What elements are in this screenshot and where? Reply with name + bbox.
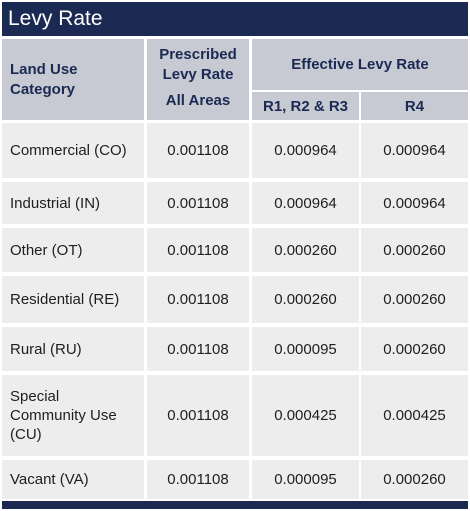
r4-rate-cell: 0.000425 bbox=[361, 375, 468, 456]
r4-rate-cell: 0.000260 bbox=[361, 228, 468, 272]
prescribed-rate-cell: 0.001108 bbox=[147, 276, 249, 323]
r4-rate-cell: 0.000964 bbox=[361, 123, 468, 178]
prescribed-rate-cell: 0.001108 bbox=[147, 228, 249, 272]
r1-r2-r3-rate-cell: 0.000095 bbox=[252, 327, 359, 371]
prescribed-rate-cell: 0.001108 bbox=[147, 123, 249, 178]
table-title: Levy Rate bbox=[2, 2, 468, 36]
header-prescribed-label: Prescribed Levy Rate bbox=[159, 45, 237, 83]
r1-r2-r3-rate-cell: 0.000260 bbox=[252, 276, 359, 323]
prescribed-rate-cell: 0.001108 bbox=[147, 327, 249, 371]
r1-r2-r3-rate-cell: 0.000425 bbox=[252, 375, 359, 456]
header-all-areas: All Areas bbox=[147, 90, 249, 120]
r4-rate-cell: 0.000260 bbox=[361, 327, 468, 371]
r4-rate-cell: 0.000260 bbox=[361, 276, 468, 323]
r4-rate-cell: 0.000964 bbox=[361, 182, 468, 224]
category-cell: Residential (RE) bbox=[2, 276, 144, 323]
r1-r2-r3-rate-cell: 0.000095 bbox=[252, 460, 359, 499]
category-cell: Other (OT) bbox=[2, 228, 144, 272]
bottom-bar bbox=[2, 501, 468, 509]
header-effective-levy-rate: Effective Levy Rate bbox=[252, 39, 468, 90]
category-cell: Vacant (VA) bbox=[2, 460, 144, 499]
category-cell: Commercial (CO) bbox=[2, 123, 144, 178]
header-r4: R4 bbox=[361, 92, 468, 120]
r1-r2-r3-rate-cell: 0.000964 bbox=[252, 123, 359, 178]
r1-r2-r3-rate-cell: 0.000964 bbox=[252, 182, 359, 224]
category-cell: Rural (RU) bbox=[2, 327, 144, 371]
header-land-use-label: Land Use Category bbox=[10, 60, 78, 98]
prescribed-rate-cell: 0.001108 bbox=[147, 460, 249, 499]
header-land-use-category: Land Use Category bbox=[2, 39, 144, 120]
prescribed-rate-cell: 0.001108 bbox=[147, 182, 249, 224]
header-r1-r2-r3: R1, R2 & R3 bbox=[252, 92, 359, 120]
r1-r2-r3-rate-cell: 0.000260 bbox=[252, 228, 359, 272]
category-cell: Special Community Use (CU) bbox=[2, 375, 144, 456]
r4-rate-cell: 0.000260 bbox=[361, 460, 468, 499]
prescribed-rate-cell: 0.001108 bbox=[147, 375, 249, 456]
header-prescribed-levy-rate: Prescribed Levy Rate bbox=[147, 39, 249, 90]
title-divider bbox=[2, 36, 468, 39]
category-cell: Industrial (IN) bbox=[2, 182, 144, 224]
